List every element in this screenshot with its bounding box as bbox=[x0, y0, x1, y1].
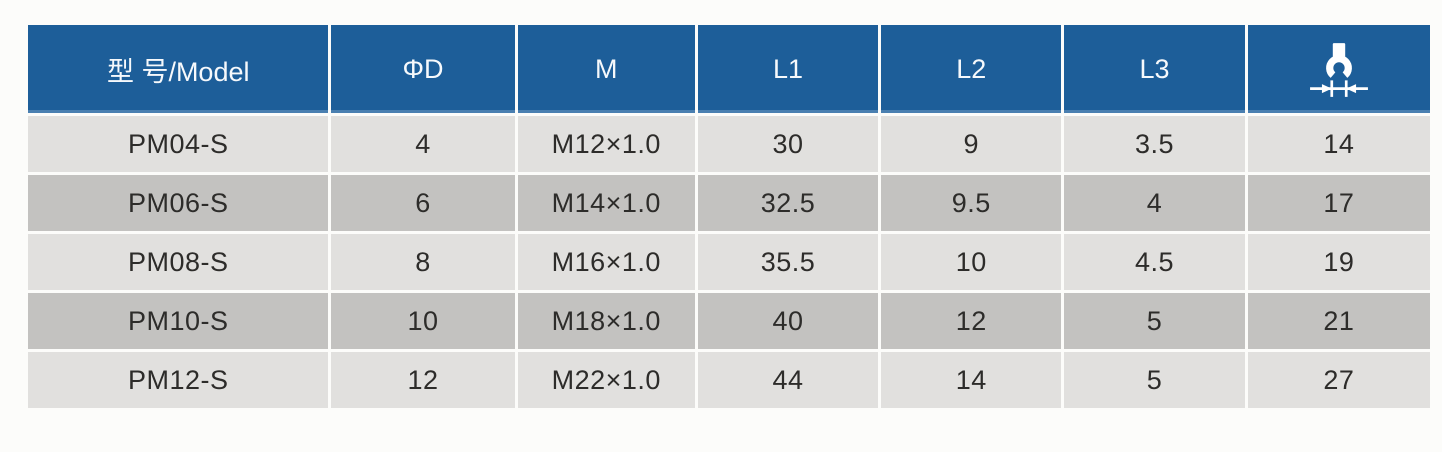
cell-m: M22×1.0 bbox=[517, 352, 695, 408]
cell-wrench-size: 14 bbox=[1247, 116, 1430, 172]
column-header-l1: L1 bbox=[697, 25, 879, 113]
cell-l1: 44 bbox=[697, 352, 879, 408]
cell-l2: 10 bbox=[881, 234, 1062, 290]
cell-model: PM12-S bbox=[28, 352, 329, 408]
spec-table: 型 号/Model ΦD M L1 L2 L3 bbox=[25, 22, 1433, 411]
column-header-model: 型 号/Model bbox=[28, 25, 329, 113]
column-header-l2: L2 bbox=[881, 25, 1062, 113]
cell-m: M18×1.0 bbox=[517, 293, 695, 349]
column-header-phi-d: ΦD bbox=[331, 25, 515, 113]
table-row: PM06-S 6 M14×1.0 32.5 9.5 4 17 bbox=[28, 175, 1430, 231]
cell-model: PM04-S bbox=[28, 116, 329, 172]
cell-l2: 9 bbox=[881, 116, 1062, 172]
cell-phi-d: 4 bbox=[331, 116, 515, 172]
cell-l3: 5 bbox=[1064, 293, 1245, 349]
column-header-wrench-size bbox=[1247, 25, 1430, 113]
cell-phi-d: 10 bbox=[331, 293, 515, 349]
cell-l1: 32.5 bbox=[697, 175, 879, 231]
column-header-m: M bbox=[517, 25, 695, 113]
cell-m: M16×1.0 bbox=[517, 234, 695, 290]
table-header-row: 型 号/Model ΦD M L1 L2 L3 bbox=[28, 25, 1430, 113]
cell-phi-d: 6 bbox=[331, 175, 515, 231]
table-row: PM10-S 10 M18×1.0 40 12 5 21 bbox=[28, 293, 1430, 349]
cell-wrench-size: 21 bbox=[1247, 293, 1430, 349]
cell-l3: 3.5 bbox=[1064, 116, 1245, 172]
cell-l3: 4 bbox=[1064, 175, 1245, 231]
cell-l1: 30 bbox=[697, 116, 879, 172]
cell-phi-d: 12 bbox=[331, 352, 515, 408]
spec-table-container: 型 号/Model ΦD M L1 L2 L3 bbox=[25, 22, 1433, 411]
cell-model: PM08-S bbox=[28, 234, 329, 290]
cell-l2: 12 bbox=[881, 293, 1062, 349]
cell-l3: 4.5 bbox=[1064, 234, 1245, 290]
cell-m: M12×1.0 bbox=[517, 116, 695, 172]
wrench-size-icon bbox=[1309, 43, 1368, 97]
cell-l3: 5 bbox=[1064, 352, 1245, 408]
cell-phi-d: 8 bbox=[331, 234, 515, 290]
column-header-l3: L3 bbox=[1064, 25, 1245, 113]
table-row: PM08-S 8 M16×1.0 35.5 10 4.5 19 bbox=[28, 234, 1430, 290]
cell-wrench-size: 27 bbox=[1247, 352, 1430, 408]
cell-l2: 9.5 bbox=[881, 175, 1062, 231]
cell-l1: 40 bbox=[697, 293, 879, 349]
cell-l1: 35.5 bbox=[697, 234, 879, 290]
cell-wrench-size: 19 bbox=[1247, 234, 1430, 290]
cell-l2: 14 bbox=[881, 352, 1062, 408]
table-row: PM12-S 12 M22×1.0 44 14 5 27 bbox=[28, 352, 1430, 408]
cell-model: PM06-S bbox=[28, 175, 329, 231]
table-row: PM04-S 4 M12×1.0 30 9 3.5 14 bbox=[28, 116, 1430, 172]
cell-model: PM10-S bbox=[28, 293, 329, 349]
cell-wrench-size: 17 bbox=[1247, 175, 1430, 231]
cell-m: M14×1.0 bbox=[517, 175, 695, 231]
